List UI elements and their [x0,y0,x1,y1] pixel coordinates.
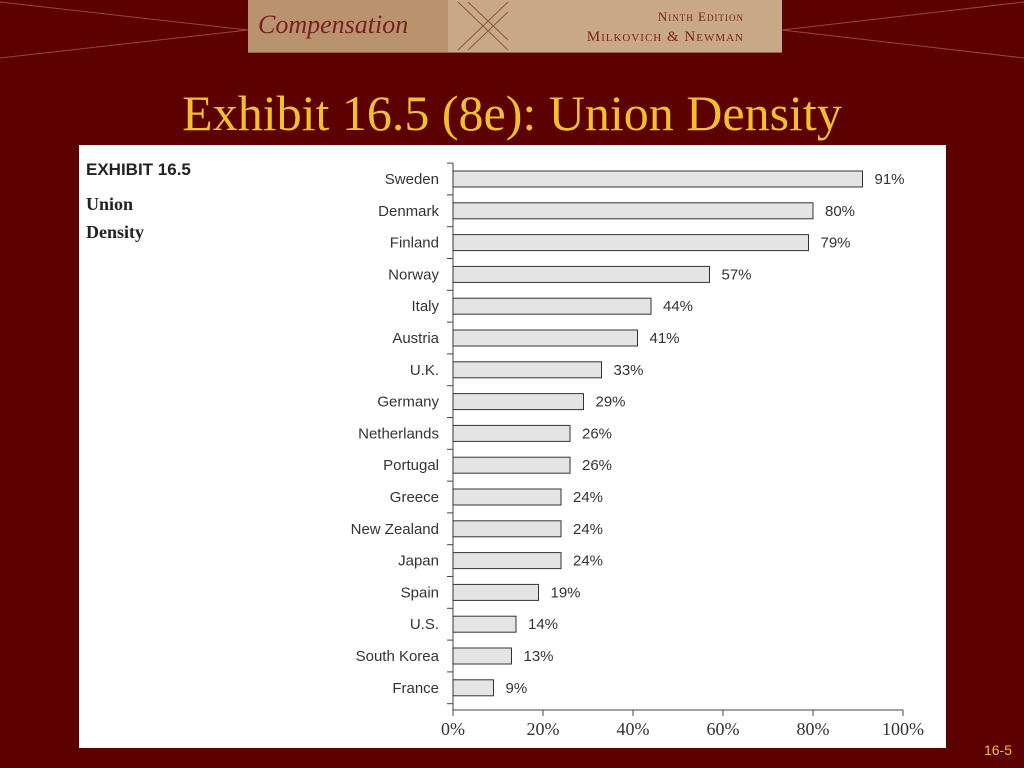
bar-spain [452,583,539,601]
bar-norway [452,265,710,283]
data-label: 57% [722,266,752,283]
bar-portugal [452,456,571,474]
category-label: New Zealand [351,521,439,538]
bar-austria [452,329,638,347]
diamond-ornament-icon [457,1,509,51]
category-label: Finland [390,235,439,252]
slide-title: Exhibit 16.5 (8e): Union Density [182,85,842,141]
bar-u-k- [452,361,602,379]
x-tick-label: 0% [441,719,465,739]
bar-u-s- [452,615,517,633]
bar-new-zealand [452,520,562,538]
x-tick-label: 100% [882,719,924,739]
category-label: U.S. [410,616,439,633]
data-label: 80% [825,203,855,220]
data-label: 9% [506,680,528,697]
category-label: Sweden [385,171,439,188]
category-label: Denmark [378,203,439,220]
data-label: 19% [551,584,581,601]
x-tick-label: 80% [797,719,830,739]
data-label: 26% [582,425,612,442]
header-banner: Compensation Ninth Edition Milkovich & N… [248,0,782,53]
category-label: Japan [398,553,439,570]
category-label: Italy [411,298,439,315]
bar-denmark [452,202,814,220]
compensation-logo: Compensation [258,10,409,39]
bar-germany [452,393,584,411]
bar-south-korea [452,647,512,665]
category-label: U.K. [410,362,439,379]
category-label: Germany [377,394,439,411]
banner-logo-panel: Compensation [248,0,448,52]
bar-finland [452,234,809,252]
data-label: 24% [573,553,603,570]
bar-sweden [452,170,863,188]
exhibit-title: Union Density [86,190,144,246]
data-label: 29% [596,394,626,411]
data-label: 41% [650,330,680,347]
data-label: 24% [573,521,603,538]
exhibit-panel: EXHIBIT 16.5 Union Density Sweden 91% Denm… [79,145,946,748]
x-tick-label: 60% [707,719,740,739]
bar-japan [452,552,562,570]
category-label: Greece [390,489,439,506]
data-label: 33% [614,362,644,379]
data-label: 44% [663,298,693,315]
slide-number: 16-5 [983,742,1012,758]
x-tick-label: 40% [617,719,650,739]
category-label: Norway [388,266,439,283]
exhibit-label: EXHIBIT 16.5 [86,160,191,179]
edition-label: Ninth Edition [657,9,744,24]
category-label: Netherlands [358,425,439,442]
exhibit-title-line2: Density [86,222,144,242]
data-label: 79% [821,235,851,252]
data-label: 91% [875,171,905,188]
category-label: Austria [392,330,439,347]
category-label: Portugal [383,457,439,474]
category-label: Spain [401,584,439,601]
bar-greece [452,488,562,506]
union-density-chart: Sweden 91% Denmark 80% Finland 79% Norway 57% It… [351,162,924,739]
data-label: 24% [573,489,603,506]
authors-label: Milkovich & Newman [586,29,744,45]
data-label: 13% [524,648,554,665]
data-label: 14% [528,616,558,633]
category-label: France [392,680,439,697]
bar-france [452,679,494,697]
data-label: 26% [582,457,612,474]
background-decoration [0,1,1024,59]
exhibit-title-line1: Union [86,194,134,214]
bar-italy [452,297,652,315]
x-tick-label: 20% [527,719,560,739]
bar-netherlands [452,424,571,442]
category-label: South Korea [356,648,440,665]
